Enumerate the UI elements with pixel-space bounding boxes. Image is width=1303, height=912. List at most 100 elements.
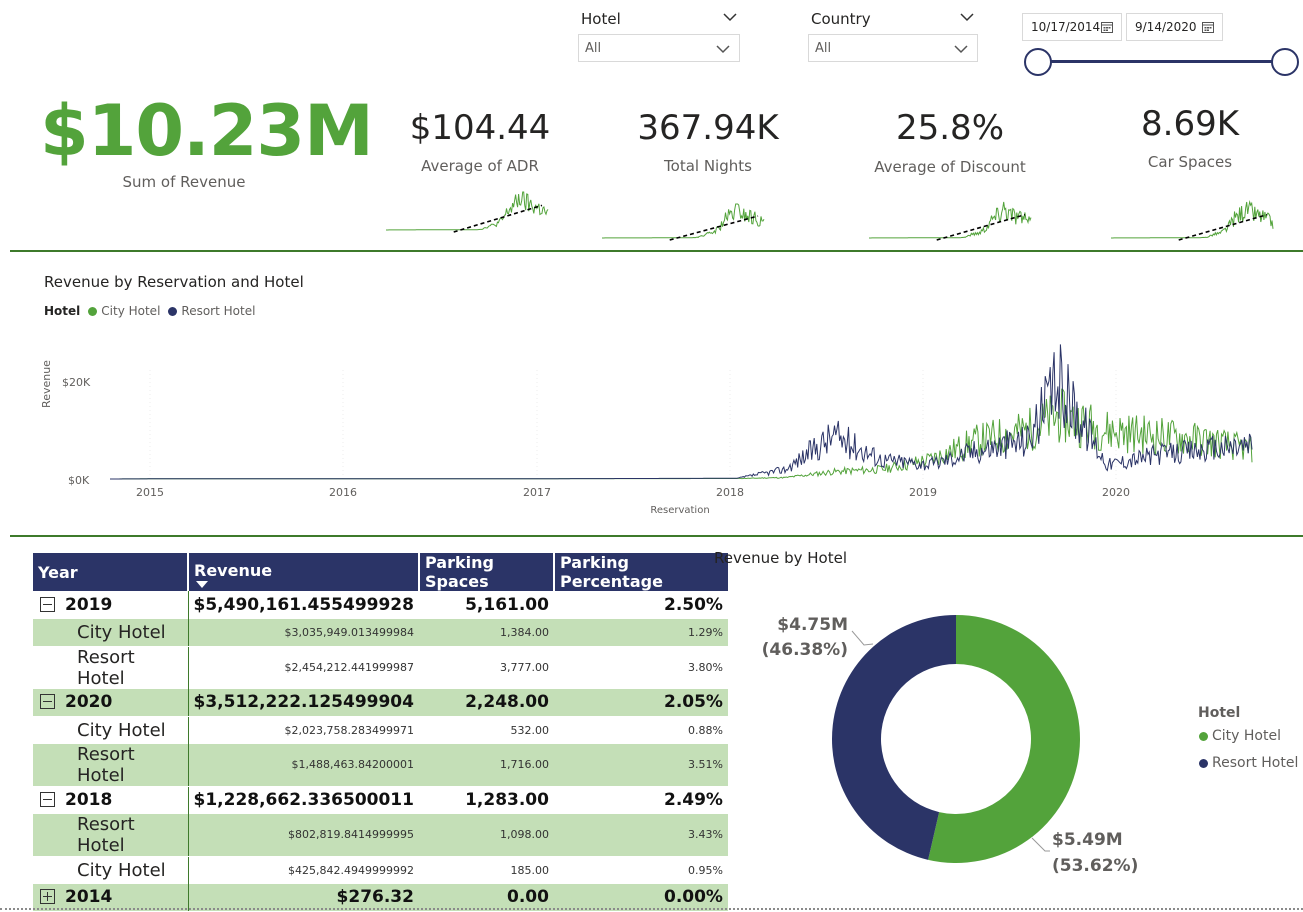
legend-city-dot (88, 306, 98, 316)
row-label: 2014 (65, 887, 113, 907)
cell-year: 2020 (33, 688, 189, 717)
donut-slice-city-hotel[interactable] (928, 615, 1080, 863)
parking-sparkline (1111, 200, 1274, 241)
legend-city-label: City Hotel (1212, 728, 1281, 744)
legend-resort-label: Resort Hotel (1212, 755, 1299, 771)
revenue-kpi-label: Sum of Revenue (122, 173, 246, 191)
cell-parking: 1,098.00 (418, 813, 554, 857)
sparkline-series (602, 203, 765, 239)
cell-parking: 1,716.00 (418, 743, 554, 787)
adr-kpi-value: $104.44 (409, 108, 551, 148)
sparkline-series (1111, 200, 1274, 239)
cell-parking: 1,283.00 (465, 790, 549, 810)
table-row-hotel: Resort Hotel $1,488,463.84200001 1,716.00 3… (33, 743, 728, 787)
end-date-value: 9/14/2020 (1135, 20, 1197, 34)
chevron-down-icon[interactable] (959, 12, 975, 22)
donut-legend-city[interactable]: City Hotel (1199, 728, 1281, 744)
cell-parking-pct: 2.49% (663, 790, 723, 810)
chevron-down-icon (716, 45, 730, 54)
collapse-icon[interactable] (40, 792, 55, 807)
cell-parking: 532.00 (510, 723, 549, 737)
date-range-end-handle[interactable] (1271, 48, 1299, 76)
adr-sparkline (386, 191, 549, 233)
legend-title: Hotel (44, 304, 81, 318)
table-row-year: 2020 $3,512,222.125499904 2,248.00 2.05% (33, 688, 728, 717)
donut-slice-resort-hotel[interactable] (832, 615, 956, 860)
y-axis-label: Revenue (40, 360, 53, 408)
parking-kpi-value: 8.69K (1141, 104, 1239, 144)
calendar-icon[interactable] (1101, 21, 1113, 33)
discount-sparkline (869, 201, 1032, 241)
donut-legend-resort[interactable]: Resort Hotel (1199, 755, 1298, 771)
cell-parking-pct: 0.95% (688, 863, 723, 877)
donut-leader-line (851, 630, 874, 646)
date-range-track[interactable] (1038, 60, 1285, 63)
adr-kpi-label: Average of ADR (421, 157, 539, 175)
cell-parking-pct: 0.88% (688, 723, 723, 737)
cell-revenue: $1,228,662.336500011 (193, 790, 414, 810)
nights-kpi-label: Total Nights (664, 157, 752, 175)
row-label: 2020 (65, 692, 113, 712)
page-bottom-border (0, 908, 1303, 910)
cell-parking: 0.00 (418, 883, 554, 912)
cell-year: 2019 (33, 591, 189, 619)
legend-city-label[interactable]: City Hotel (101, 304, 161, 318)
cell-revenue: $3,512,222.125499904 (188, 688, 419, 717)
cell-parking-pct: 2.05% (553, 688, 728, 717)
col-header-parking[interactable]: Parking Spaces (418, 553, 555, 591)
cell-revenue: $1,488,463.84200001 (188, 743, 419, 787)
country-dropdown-value: All (815, 41, 832, 56)
cell-parking-pct: 3.43% (553, 813, 728, 857)
legend-resort-label[interactable]: Resort Hotel (181, 304, 256, 318)
discount-kpi-value: 25.8% (895, 108, 1004, 148)
row-label: City Hotel (77, 719, 166, 741)
start-date-value: 10/17/2014 (1031, 20, 1101, 34)
donut-leader-line (1031, 837, 1050, 852)
revenue-line-chart[interactable]: Revenue $20K $0K 2015 2016 2017 2018 2019 202… (40, 340, 1270, 520)
expand-icon[interactable] (40, 889, 55, 904)
series-line-city-hotel[interactable] (110, 388, 1253, 480)
calendar-icon[interactable] (1202, 21, 1214, 33)
cell-revenue: $3,035,949.013499984 (188, 618, 419, 647)
cell-revenue: $276.32 (188, 883, 419, 912)
sparkline-series (386, 191, 549, 231)
chevron-down-icon[interactable] (722, 12, 738, 22)
start-date-input[interactable]: 10/17/2014 (1022, 13, 1122, 41)
cell-revenue: $2,023,758.283499971 (284, 723, 414, 737)
end-date-input[interactable]: 9/14/2020 (1126, 13, 1223, 41)
table-row-year: 2019 $5,490,161.455499928 5,161.00 2.50% (33, 591, 728, 619)
col-header-parking-pct[interactable]: Parking Percentage (553, 553, 728, 591)
collapse-icon[interactable] (40, 596, 55, 612)
cell-revenue: $5,490,161.455499928 (193, 594, 414, 615)
cell-year: Resort Hotel (33, 646, 189, 689)
series-line-resort-hotel[interactable] (110, 344, 1253, 480)
y-tick-20k: $20K (62, 376, 91, 389)
x-tick-label: 2017 (523, 486, 551, 499)
row-label: Resort Hotel (77, 813, 135, 856)
nights-kpi-value: 367.94K (637, 108, 779, 148)
col-header-year[interactable]: Year (33, 553, 189, 591)
date-range-start-handle[interactable] (1024, 48, 1052, 76)
donut-city-value: $5.49M (1052, 830, 1123, 850)
revenue-donut-chart[interactable] (760, 600, 1180, 900)
revenue-matrix: Year Revenue Parking Spaces Parking Perc… (33, 553, 728, 912)
country-slicer-title: Country (811, 10, 871, 28)
line-chart-title: Revenue by Reservation and Hotel (44, 273, 304, 291)
sort-descending-icon (196, 580, 208, 588)
table-row-hotel: Resort Hotel $2,454,212.441999987 3,777.00… (33, 646, 728, 689)
row-label: Resort Hotel (77, 743, 135, 786)
col-header-revenue[interactable]: Revenue (188, 553, 420, 591)
row-label: City Hotel (77, 621, 166, 643)
cell-year: Resort Hotel (33, 743, 189, 787)
discount-kpi-label: Average of Discount (874, 158, 1026, 176)
donut-city-pct: (53.62%) (1052, 856, 1139, 876)
cell-year: City Hotel (33, 618, 189, 647)
row-label: Resort Hotel (77, 646, 135, 689)
section-divider (10, 250, 1303, 252)
country-dropdown[interactable]: All (808, 34, 978, 62)
collapse-icon[interactable] (40, 694, 55, 709)
cell-revenue: $802,819.8414999995 (188, 813, 419, 857)
hotel-dropdown[interactable]: All (578, 34, 740, 62)
cell-parking: 3,777.00 (499, 661, 549, 674)
cell-parking: 5,161.00 (465, 594, 549, 615)
